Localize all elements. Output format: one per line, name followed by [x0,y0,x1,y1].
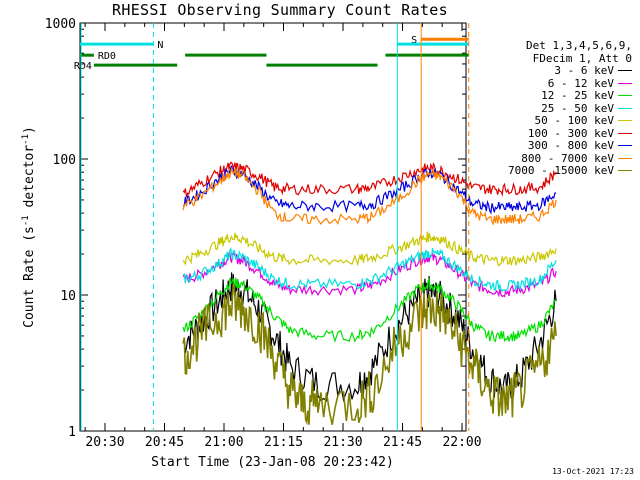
y-tick-label: 1000 [45,17,76,32]
legend-label: 800 - 7000 keV [521,151,614,165]
legend-header-line2: FDecim 1, Att 0 [532,51,632,65]
legend-entry: 3 - 6 keV [508,64,632,78]
plot-frame [79,22,467,432]
chart-title: RHESSI Observing Summary Count Rates [112,1,448,19]
legend-entry: 6 - 12 keV [508,76,632,91]
flag-label: N [157,40,163,51]
series-line-300-800-kev [182,165,557,215]
legend-swatch [618,120,632,122]
legend-swatch [618,82,632,85]
x-tick-label: 20:45 [145,435,184,450]
x-tick-label: 21:45 [383,435,422,450]
y-axis-label-part: Count Rate (s [22,226,37,328]
legend-entry: 800 - 7000 keV [508,151,632,166]
legend-swatch [618,145,632,147]
legend-label: 6 - 12 keV [547,76,614,90]
y-tick-label: 10 [60,289,76,304]
legend-label: 25 - 50 keV [541,101,614,115]
x-tick-label: 22:00 [442,435,481,450]
y-axis-label-part: -1 [21,134,31,145]
legend-entry: 25 - 50 keV [508,101,632,116]
series-line-12-25-kev [182,277,557,344]
x-tick-label: 21:30 [323,435,362,450]
legend-label: 12 - 25 keV [541,89,614,102]
x-tick-label: 21:00 [204,435,243,450]
y-axis-label-part: detector [22,145,37,216]
legend-label: 50 - 100 keV [534,114,614,127]
legend-entries: 3 - 6 keV 6 - 12 keV 12 - 25 keV 25 - 50 ke… [508,64,632,178]
legend-entry: 50 - 100 keV [508,114,632,128]
legend-swatch [618,132,632,135]
y-axis-label-part: -1 [21,215,31,226]
legend: Det 1,3,4,5,6,9, FDecim 1, Att 0 3 - 6 k… [508,39,632,178]
y-axis-label-part: ) [22,126,37,134]
legend-label: 300 - 800 keV [527,139,614,152]
y-tick-label: 100 [53,153,76,168]
legend-swatch [618,170,632,172]
x-tick-label: 20:30 [85,435,124,450]
flag-label: S [411,35,417,46]
legend-label: 100 - 300 keV [527,126,614,140]
legend-label: 7000 - 15000 keV [508,164,614,177]
series-line-3-6-kev [182,272,557,402]
legend-swatch [618,107,632,110]
series-line-25-50-kev [182,246,557,293]
flag-label: RD0 [98,51,116,62]
flag-label: RD4 [74,61,92,72]
x-axis-label: Start Time (23-Jan-08 20:23:42) [151,455,394,470]
legend-swatch [618,95,632,97]
series-line-800-7000-kev [182,167,557,226]
legend-entry: 300 - 800 keV [508,139,632,153]
series-line-7000-15000-kev [182,283,557,426]
legend-swatch [618,70,632,72]
y-tick-label: 1 [68,425,76,440]
timestamp: 13-Oct-2021 17:23 [552,467,634,476]
series-line-6-12-kev [182,251,557,298]
legend-label: 3 - 6 keV [554,64,614,77]
legend-header-line1: Det 1,3,4,5,6,9, [526,39,632,52]
y-axis-label: Count Rate (s-1 detector-1) [21,126,37,328]
series-line-100-300-kev [182,161,557,198]
series-line-50-100-kev [182,231,557,268]
x-tick-label: 21:15 [264,435,303,450]
legend-entry: 7000 - 15000 keV [508,164,632,178]
legend-entry: 100 - 300 keV [508,126,632,141]
legend-entry: 12 - 25 keV [508,89,632,103]
legend-swatch [618,157,632,160]
